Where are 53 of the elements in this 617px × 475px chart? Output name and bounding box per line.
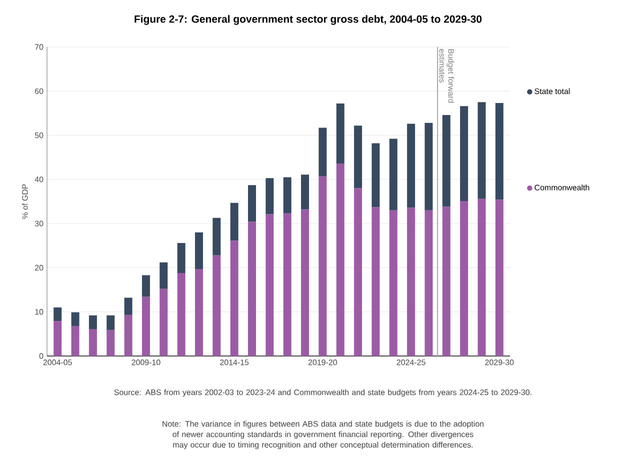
- bar: [407, 208, 416, 356]
- bar: [389, 210, 398, 356]
- bar: [478, 102, 486, 199]
- bar: [71, 326, 80, 356]
- bar: [212, 218, 221, 256]
- bar: [318, 176, 327, 356]
- bar: [88, 329, 97, 356]
- bar: [301, 209, 310, 356]
- bar: [194, 269, 203, 356]
- bar: [301, 174, 310, 210]
- bar: [495, 200, 504, 356]
- bar: [424, 122, 433, 210]
- bar: [318, 128, 327, 176]
- bar: [460, 106, 468, 202]
- bar: [266, 178, 274, 214]
- bar: [389, 138, 398, 210]
- bar: [248, 222, 256, 356]
- bar: [88, 315, 97, 330]
- bar: [336, 164, 344, 356]
- bar: [407, 124, 416, 208]
- bar: [124, 314, 132, 356]
- bar: [71, 312, 80, 326]
- bar: [54, 307, 62, 322]
- bar: [160, 262, 168, 289]
- bar: [460, 201, 468, 356]
- bar: [54, 321, 62, 356]
- bar: [230, 240, 238, 356]
- bar: [142, 275, 150, 297]
- bar: [212, 255, 221, 356]
- bar: [142, 296, 150, 356]
- bar: [106, 315, 115, 330]
- bar: [372, 143, 380, 208]
- bar: [283, 177, 292, 214]
- chart-title: Figure 2-7: General government sector gross debt, 2004-05 to 2029-30: [134, 15, 482, 25]
- bar: [478, 198, 486, 356]
- bar: [495, 103, 504, 200]
- bar: [124, 298, 132, 315]
- bar: [177, 272, 186, 356]
- bar: [177, 242, 186, 273]
- bar: [194, 232, 203, 270]
- bar: [442, 206, 450, 356]
- bar: [266, 214, 274, 356]
- bar: [424, 210, 433, 356]
- bar: [283, 213, 292, 356]
- bar: [106, 330, 115, 356]
- bar: [354, 188, 362, 356]
- bar: [160, 288, 168, 356]
- bar: [372, 207, 380, 356]
- bar: [336, 103, 344, 164]
- bar: [354, 126, 362, 188]
- bar: [230, 202, 238, 241]
- bar: [442, 114, 450, 207]
- bar: [248, 185, 256, 222]
